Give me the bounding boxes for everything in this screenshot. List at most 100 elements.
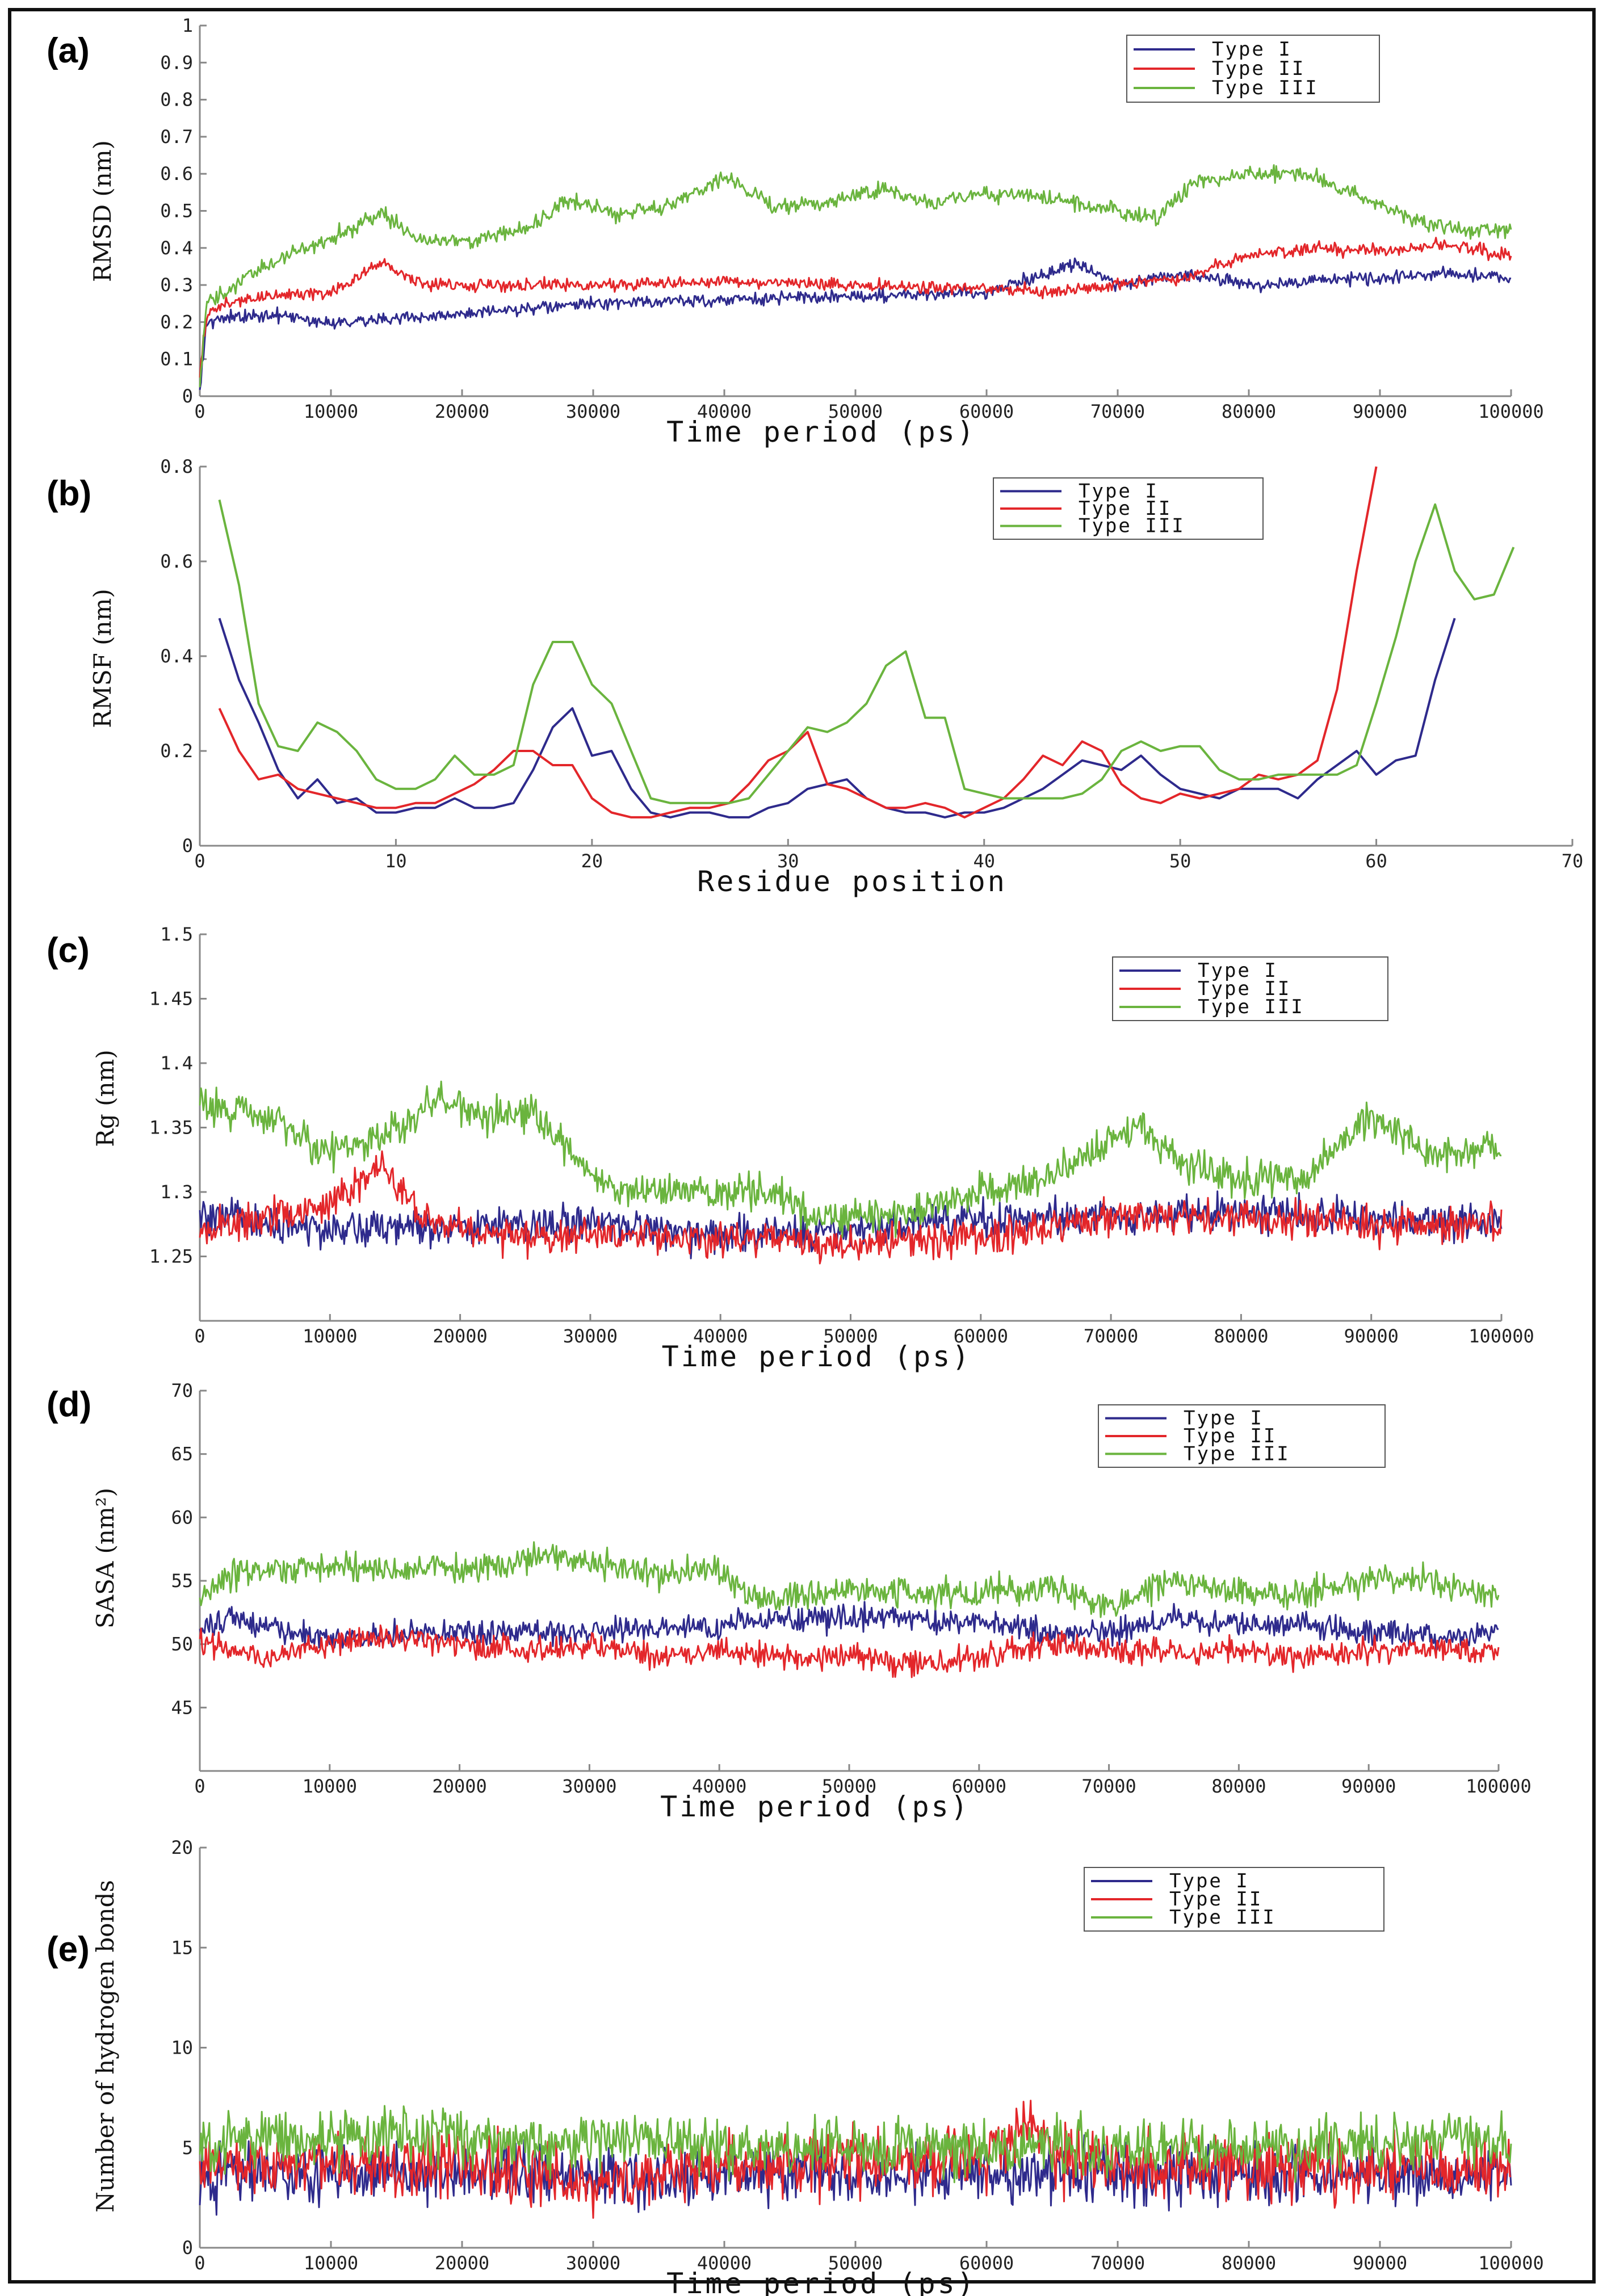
x-tick-label: 30000 [563, 1325, 618, 1347]
y-tick-label: 0.7 [160, 126, 193, 148]
x-tick-label: 90000 [1344, 1325, 1399, 1347]
y-axis-label: SASA (nm²) [91, 1488, 119, 1628]
y-tick-label: 10 [171, 2037, 193, 2059]
series-line-2 [199, 2100, 1512, 2219]
x-tick-label: 100000 [1468, 1325, 1534, 1347]
series-line-3 [218, 500, 1515, 804]
x-tick-label: 30000 [562, 1775, 616, 1797]
y-tick-label: 60 [171, 1506, 193, 1528]
series-line-3 [199, 164, 1512, 388]
x-tick-label: 70 [1562, 850, 1584, 872]
series-line-3 [199, 1080, 1502, 1239]
x-tick-label: 90000 [1341, 1775, 1396, 1797]
x-tick-label: 0 [194, 2252, 205, 2274]
x-tick-label: 40000 [697, 401, 752, 422]
legend-entry: Type III [1212, 77, 1319, 99]
x-tick-label: 60 [1365, 850, 1387, 872]
x-tick-label: 70000 [1090, 2252, 1145, 2274]
legend-entry: Type I [1079, 480, 1159, 502]
x-tick-label: 40 [973, 850, 995, 872]
x-tick-label: 10 [385, 850, 407, 872]
panel-label: (b) [47, 474, 91, 513]
x-tick-label: 100000 [1478, 2252, 1544, 2274]
y-tick-label: 1.5 [160, 924, 193, 945]
x-tick-label: 50000 [822, 1775, 876, 1797]
x-tick-label: 40000 [692, 1775, 746, 1797]
chart-b: (b) 0 10 20 30 40 50 60 70 0 0.2 0.4 0.6 0.8 Residue p… [47, 456, 1583, 898]
panel-label: (a) [47, 31, 90, 70]
series-line-2 [199, 237, 1512, 378]
x-tick-label: 100000 [1478, 401, 1544, 422]
x-axis-label: Time period (ps) [666, 415, 976, 448]
y-tick-label: 5 [182, 2137, 193, 2159]
x-tick-label: 30000 [566, 2252, 620, 2274]
legend-entry: Type III [1198, 996, 1304, 1018]
chart-a: (a) 0 10000 20000 30000 40000 50000 60000 70000 8… [47, 15, 1544, 448]
chart-c: (c) 0 10000 20000 30000 40000 50000 60000 70000 8… [47, 924, 1534, 1373]
x-tick-label: 50000 [828, 401, 883, 422]
series-line-2 [199, 1624, 1500, 1678]
x-tick-label: 70000 [1084, 1325, 1138, 1347]
x-tick-label: 70000 [1081, 1775, 1136, 1797]
y-tick-label: 65 [171, 1443, 193, 1465]
x-tick-label: 20 [581, 850, 603, 872]
y-tick-label: 1.4 [160, 1052, 193, 1074]
legend-entry: Type I [1184, 1407, 1264, 1430]
x-tick-label: 60000 [959, 401, 1014, 422]
x-tick-label: 50 [1169, 850, 1191, 872]
legend-entry: Type II [1079, 497, 1172, 520]
x-tick-label: 40000 [693, 1325, 748, 1347]
x-tick-label: 40000 [697, 2252, 752, 2274]
x-tick-label: 10000 [303, 1325, 357, 1347]
y-tick-label: 0.8 [160, 456, 193, 477]
y-tick-label: 0.4 [160, 237, 193, 259]
legend-entry: Type III [1079, 515, 1185, 538]
y-tick-label: 0.6 [160, 551, 193, 572]
x-tick-label: 90000 [1353, 401, 1407, 422]
x-tick-label: 50000 [828, 2252, 883, 2274]
x-tick-label: 0 [194, 401, 205, 422]
y-tick-label: 0 [182, 385, 193, 407]
x-tick-label: 60000 [959, 2252, 1014, 2274]
x-tick-label: 80000 [1222, 401, 1276, 422]
x-axis-label: Time period (ps) [666, 2267, 976, 2296]
y-tick-label: 0.2 [160, 311, 193, 333]
legend-entry: Type II [1184, 1425, 1277, 1447]
y-tick-label: 0.8 [160, 89, 193, 111]
x-tick-label: 10000 [304, 401, 358, 422]
legend-entry: Type I [1198, 959, 1278, 982]
x-axis-label: Time period (ps) [660, 1790, 970, 1823]
y-tick-label: 20 [171, 1837, 193, 1858]
chart-d: (d) 0 10000 20000 30000 40000 50000 60000 70000 8… [47, 1380, 1532, 1823]
legend-entry: Type II [1212, 57, 1305, 80]
panel-label: (d) [47, 1385, 91, 1424]
legend-entry: Type I [1169, 1870, 1249, 1892]
y-tick-label: 50 [171, 1634, 193, 1655]
y-axis-label: Number of hydrogen bonds [91, 1880, 119, 2213]
panel-label: (e) [47, 1930, 90, 1969]
x-axis-label: Time period (ps) [662, 1340, 972, 1373]
y-tick-label: 1 [182, 15, 193, 36]
x-tick-label: 80000 [1222, 2252, 1276, 2274]
y-tick-label: 0.1 [160, 349, 193, 370]
chart-e: (e) 0 10000 20000 30000 40000 50000 60000 70000 8… [47, 1837, 1544, 2296]
y-tick-label: 55 [171, 1570, 193, 1592]
y-tick-label: 1.45 [149, 988, 193, 1010]
series-line-2 [218, 466, 1378, 818]
y-tick-label: 1.25 [149, 1246, 193, 1267]
y-tick-label: 0.2 [160, 740, 193, 762]
x-tick-label: 80000 [1214, 1325, 1268, 1347]
y-tick-label: 0.5 [160, 200, 193, 222]
series-line-2 [199, 1150, 1503, 1265]
series-line-3 [199, 1541, 1500, 1618]
y-tick-label: 0.3 [160, 274, 193, 296]
y-axis-label: Rg (nm) [91, 1050, 119, 1147]
y-tick-label: 0 [182, 2237, 193, 2259]
x-tick-label: 20000 [433, 1325, 487, 1347]
y-axis-label: RMSD (nm) [89, 140, 116, 282]
x-tick-label: 0 [194, 850, 205, 872]
y-tick-label: 1.35 [149, 1117, 193, 1139]
